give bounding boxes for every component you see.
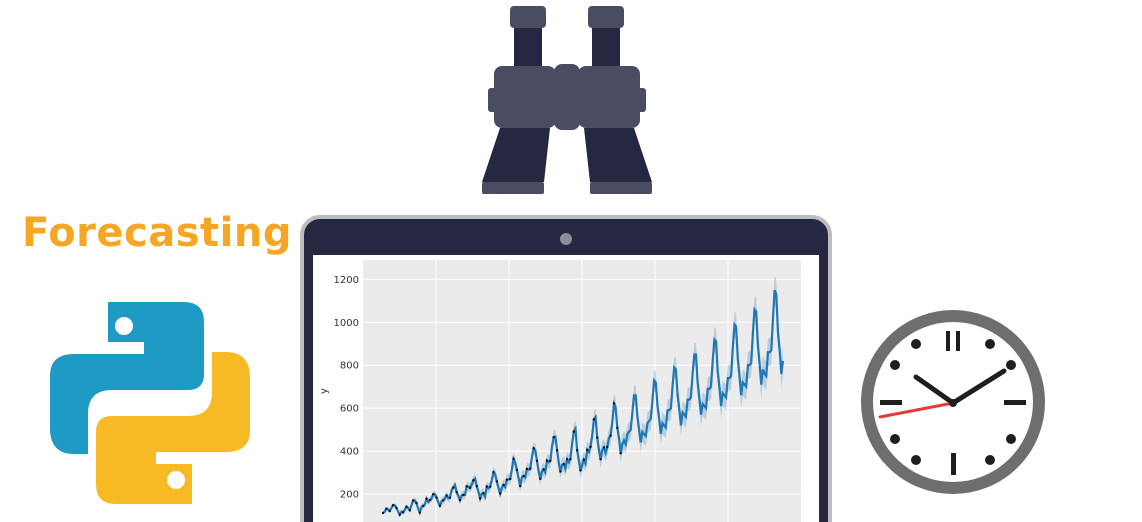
observed-point [421, 504, 425, 508]
observed-point [381, 511, 385, 515]
observed-point [398, 513, 401, 516]
observed-point [401, 511, 405, 514]
observed-point [619, 452, 622, 455]
camera-icon [560, 233, 572, 245]
observed-point [522, 474, 525, 478]
observed-point [388, 509, 391, 513]
observed-point [525, 467, 529, 471]
observed-point [458, 498, 462, 502]
observed-point [432, 493, 435, 496]
observed-point [606, 445, 609, 449]
observed-point [519, 484, 522, 488]
observed-point [472, 479, 475, 482]
observed-point [572, 430, 575, 433]
observed-point [415, 501, 418, 505]
observed-point [512, 457, 515, 461]
observed-point [408, 508, 411, 512]
observed-point [425, 497, 428, 501]
uncertainty-band [383, 275, 783, 517]
y-tick-label: 800 [340, 361, 359, 372]
observed-point [482, 492, 485, 495]
observed-point [545, 459, 549, 462]
y-tick-label: 200 [340, 490, 359, 501]
observed-point [428, 498, 432, 502]
observed-point [579, 469, 582, 472]
y-axis-label: y [319, 388, 330, 394]
observed-point [498, 492, 502, 495]
y-tick-label: 600 [340, 404, 359, 415]
observed-point [599, 458, 602, 461]
binoculars-icon [482, 6, 652, 194]
observed-point [565, 458, 569, 461]
observed-point [569, 457, 572, 461]
forecast-chart: 200 400 600 800 1000 1200 y [319, 260, 801, 522]
observed-point [405, 505, 408, 508]
observed-point [492, 470, 495, 474]
observed-point [435, 496, 438, 499]
y-tick-label: 1000 [334, 318, 359, 329]
observed-point [411, 499, 415, 502]
observed-point [418, 511, 422, 514]
observed-point [468, 486, 472, 490]
observed-point [395, 506, 398, 510]
observed-point [391, 504, 395, 507]
observed-point [475, 484, 478, 488]
observed-point [505, 478, 509, 481]
observed-point [448, 496, 452, 499]
observed-point [462, 493, 465, 497]
observed-point [502, 483, 505, 487]
observed-point [452, 486, 455, 489]
observed-point [385, 507, 388, 510]
observed-point [539, 477, 542, 481]
observed-point [552, 435, 555, 439]
observed-point [592, 418, 596, 421]
observed-point [495, 480, 499, 483]
observed-point [455, 490, 458, 494]
observed-point [438, 504, 442, 507]
observed-point [515, 468, 519, 472]
observed-point [559, 470, 562, 473]
observed-point [589, 445, 592, 449]
observed-point [542, 468, 545, 471]
observed-point [465, 485, 468, 488]
clock-icon [861, 310, 1045, 494]
observed-point [442, 499, 445, 502]
observed-point [535, 459, 539, 462]
observed-point [549, 459, 552, 462]
observed-point [616, 426, 619, 430]
observed-point [585, 448, 589, 452]
python-logo [50, 302, 250, 504]
observed-point [478, 497, 482, 500]
observed-point [532, 447, 535, 450]
observed-point [555, 449, 559, 452]
observed-point [508, 477, 512, 481]
observed-point [529, 467, 532, 470]
observed-point [612, 402, 616, 405]
y-tick-label: 400 [340, 447, 359, 458]
page-title: Forecasting [22, 210, 292, 256]
observed-point [445, 494, 448, 497]
observed-point [582, 458, 586, 461]
observed-point [485, 485, 488, 488]
observed-point [488, 485, 492, 488]
observed-point [562, 462, 565, 466]
observed-point [609, 434, 612, 437]
observed-point [596, 436, 599, 439]
observed-point [575, 449, 579, 452]
y-tick-label: 1200 [334, 275, 359, 286]
observed-point [602, 446, 606, 449]
